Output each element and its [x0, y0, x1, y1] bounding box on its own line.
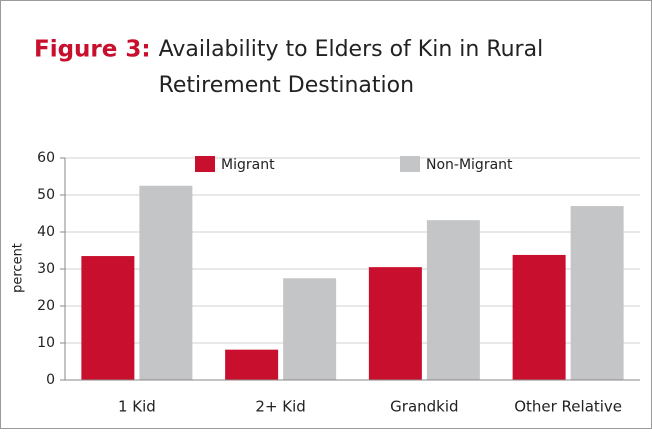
bar — [512, 254, 566, 380]
y-tick-label: 20 — [37, 298, 55, 314]
bar — [368, 267, 422, 380]
y-tick-label: 10 — [37, 335, 55, 351]
chart-title: Availability to Elders of Kin in Rural Re… — [159, 37, 544, 98]
bar — [283, 278, 337, 380]
legend-label: Migrant — [221, 157, 275, 173]
y-tick-label: 50 — [37, 187, 55, 203]
x-tick-label: Other Relative — [514, 398, 622, 416]
x-tick-label: 1 Kid — [118, 398, 156, 416]
legend-swatch — [195, 156, 215, 172]
y-tick-label: 0 — [46, 372, 55, 388]
bar — [570, 206, 624, 380]
bar — [225, 349, 279, 380]
bar — [139, 185, 193, 380]
y-tick-label: 30 — [37, 261, 55, 277]
y-tick-label: 60 — [37, 150, 55, 166]
x-tick-label: 2+ Kid — [255, 398, 305, 416]
figure-label: Figure 3: — [34, 37, 151, 63]
x-tick-label: Grandkid — [390, 398, 458, 416]
y-tick-label: 40 — [37, 224, 55, 240]
y-axis-label: percent — [11, 243, 26, 293]
legend-swatch — [400, 156, 420, 172]
legend-label: Non-Migrant — [426, 157, 513, 173]
bar — [426, 220, 480, 380]
bar — [81, 256, 135, 380]
